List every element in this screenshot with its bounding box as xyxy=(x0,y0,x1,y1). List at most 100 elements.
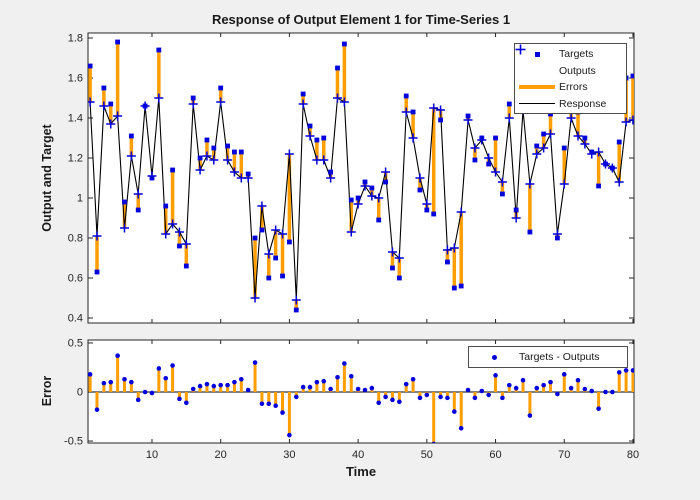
error-dot xyxy=(108,379,114,385)
error-dot xyxy=(410,376,416,382)
error-dot xyxy=(424,392,430,398)
x-tick-label: 40 xyxy=(352,449,364,461)
error-dot xyxy=(376,400,382,406)
x-tick-label: 60 xyxy=(489,449,501,461)
x-tick-label: 70 xyxy=(558,449,570,461)
error-dot xyxy=(115,353,120,358)
outputs-series xyxy=(88,93,634,305)
error-dot xyxy=(348,373,354,379)
error-dot xyxy=(465,387,471,393)
error-dot xyxy=(362,387,368,393)
top-plot-content xyxy=(88,39,634,313)
error-dot xyxy=(335,374,340,380)
error-dot xyxy=(135,397,141,403)
error-dot xyxy=(589,388,595,394)
error-dot xyxy=(623,368,629,373)
errors-line-icon xyxy=(515,85,559,90)
error-dot xyxy=(506,382,512,388)
error-dot xyxy=(369,385,375,391)
error-dot xyxy=(555,391,560,397)
error-dot xyxy=(280,410,285,415)
legend-item-response[interactable]: Response xyxy=(515,96,626,113)
error-dot xyxy=(307,384,313,390)
error-dot xyxy=(94,407,100,412)
error-dot xyxy=(431,441,436,443)
error-dot xyxy=(575,377,581,383)
error-dot xyxy=(177,396,182,402)
error-dot xyxy=(610,389,615,395)
error-dot xyxy=(204,381,210,387)
error-dot xyxy=(122,376,127,382)
error-dot xyxy=(561,372,567,377)
error-dot xyxy=(603,389,608,395)
error-dot xyxy=(493,373,498,378)
y-tick-label: 0.5 xyxy=(68,337,83,349)
error-dot xyxy=(328,386,333,392)
x-tick-label: 30 xyxy=(283,449,295,461)
error-dot xyxy=(266,401,272,407)
legend-label-errors: Errors xyxy=(559,81,588,94)
error-dot xyxy=(88,372,93,377)
legend-label-targets-outputs: Targets - Outputs xyxy=(519,351,600,363)
error-dot xyxy=(321,378,327,384)
error-dot xyxy=(239,376,244,382)
error-dot xyxy=(568,385,574,391)
error-dot xyxy=(534,385,540,391)
error-dot xyxy=(452,409,457,414)
y-tick-label: 0 xyxy=(77,386,83,398)
error-dot xyxy=(287,432,292,438)
y-tick-label: 0.6 xyxy=(68,273,83,285)
error-dot xyxy=(252,360,258,365)
error-dot xyxy=(163,375,169,381)
error-dot xyxy=(403,381,409,387)
error-dot xyxy=(259,401,265,407)
error-dot xyxy=(129,379,134,385)
error-dot xyxy=(527,413,533,418)
error-dot xyxy=(314,379,320,385)
error-dot xyxy=(445,395,450,401)
x-tick-label: 80 xyxy=(627,449,639,461)
error-dot xyxy=(232,379,237,385)
error-dot xyxy=(458,425,464,431)
error-dot xyxy=(616,370,622,375)
error-dot xyxy=(472,395,478,401)
legend-item-outputs[interactable]: Outputs xyxy=(515,44,626,80)
error-dot xyxy=(390,397,395,403)
y-tick-label: 0.8 xyxy=(68,233,83,245)
x-tick-label: 10 xyxy=(146,449,158,461)
error-dot xyxy=(541,382,546,388)
error-dot xyxy=(218,382,223,388)
y-tick-label: 0.4 xyxy=(68,313,83,325)
legend-top[interactable]: Targets Outputs Errors Response xyxy=(514,43,627,114)
error-dot xyxy=(383,394,388,400)
error-dot xyxy=(342,361,347,366)
error-dot xyxy=(190,386,196,392)
error-dot xyxy=(355,386,361,392)
legend-item-errors[interactable]: Errors xyxy=(515,79,626,96)
y-tick-label: 1.2 xyxy=(68,153,83,165)
error-dot xyxy=(184,400,189,406)
bottom-plot-content xyxy=(88,353,634,443)
legend-label-targets: Targets xyxy=(559,48,594,61)
error-dot xyxy=(149,390,155,396)
error-dot xyxy=(417,395,423,401)
error-dot xyxy=(479,388,485,394)
error-dot xyxy=(197,383,203,389)
error-dot xyxy=(630,368,634,373)
y-tick-label: -0.5 xyxy=(64,436,83,448)
error-dot xyxy=(170,363,175,368)
targets-square-icon xyxy=(515,51,559,57)
legend-item-targets[interactable]: Targets xyxy=(515,46,626,63)
error-dot xyxy=(582,386,588,392)
error-dot xyxy=(300,384,306,390)
response-line-icon xyxy=(515,103,559,105)
y-tick-label: 1.4 xyxy=(68,113,83,125)
error-dot xyxy=(596,406,601,411)
error-dot xyxy=(520,377,526,383)
error-dot xyxy=(486,392,491,398)
legend-bottom[interactable]: Targets - Outputs xyxy=(468,346,628,368)
legend-label-response: Response xyxy=(559,97,607,110)
x-axis-label-time: Time xyxy=(345,464,377,479)
error-dot xyxy=(142,389,148,395)
